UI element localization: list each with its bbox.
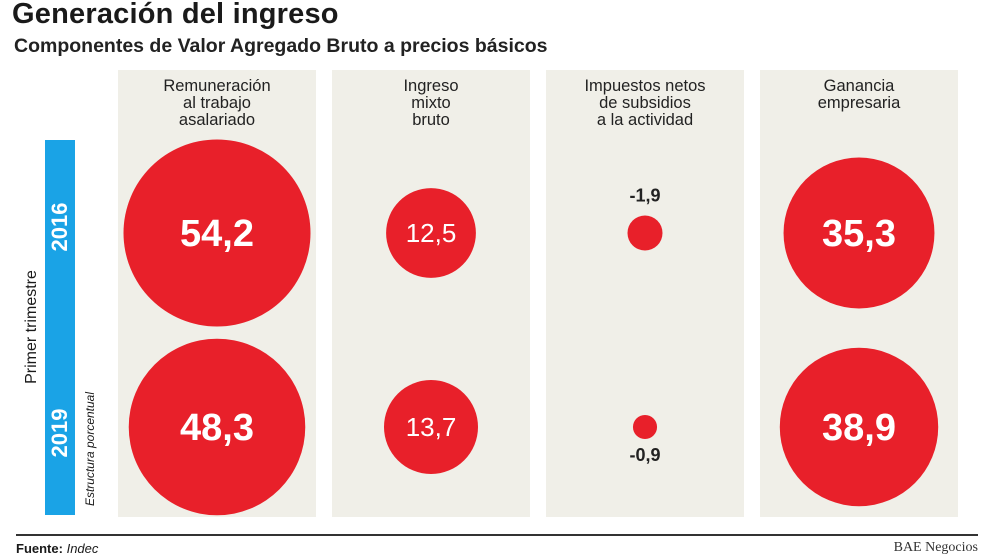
bubble-label: -1,9	[629, 185, 660, 205]
year-bar	[45, 140, 75, 515]
column-header-line: Remuneración	[163, 77, 271, 95]
chart-subtitle: Componentes de Valor Agregado Bruto a pr…	[14, 35, 548, 57]
column-header-line: empresaria	[817, 94, 901, 112]
bubble-label: 12,5	[406, 218, 457, 248]
column-header-line: asalariado	[178, 111, 256, 129]
column-header-line: de subsidios	[599, 94, 691, 112]
bubble-label: -0,9	[629, 445, 660, 465]
source: Fuente: Indec	[16, 541, 98, 556]
bubble-label: 48,3	[180, 407, 254, 449]
bubble-label: 13,7	[406, 412, 457, 442]
bubble-label: 35,3	[822, 213, 896, 255]
bubble-2016-3	[783, 157, 935, 309]
bubble-2016-2	[627, 215, 663, 251]
bubble-label: 38,9	[822, 407, 896, 449]
bubble-2016-1	[386, 188, 476, 278]
column-header-line: mixto	[411, 94, 451, 112]
column-header: Impuestos netos de subsidios a la activida…	[546, 78, 744, 129]
bubble-2016-0	[123, 139, 311, 327]
column-header-line: al trabajo	[183, 94, 251, 112]
column-header: Remuneración al trabajo asalariado	[118, 78, 316, 129]
column-header-line: Ingreso	[403, 77, 459, 95]
source-label: Fuente:	[16, 541, 63, 556]
bubble-2019-2	[632, 414, 658, 440]
bubble-label: 54,2	[180, 213, 254, 255]
source-value: Indec	[66, 541, 99, 556]
column-header-line: Impuestos netos	[584, 77, 706, 95]
brand: BAE Negocios	[893, 540, 978, 555]
column-header: Ganancia empresaria	[760, 78, 958, 112]
column-header: Ingreso mixto bruto	[332, 78, 530, 129]
chart-title: Generación del ingreso	[12, 0, 339, 30]
bubble-2019-0	[128, 338, 306, 516]
column-panel: Impuestos netos de subsidios a la activida…	[546, 70, 744, 517]
column-header-line: a la actividad	[596, 111, 694, 129]
column-header-line: Ganancia	[823, 77, 895, 95]
bubble-2019-1	[383, 379, 479, 475]
footer-rule	[16, 534, 978, 536]
column-header-line: bruto	[412, 111, 450, 129]
bubble-2019-3	[779, 347, 939, 507]
